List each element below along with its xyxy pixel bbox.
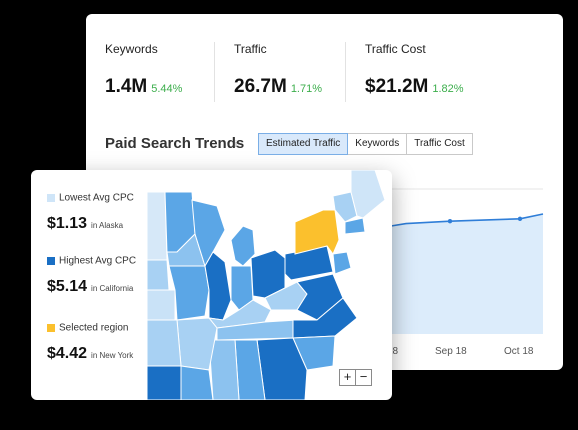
region-kansas[interactable]: [147, 289, 176, 321]
metric-traffic-cost: Traffic Cost $21.2M 1.82%: [365, 42, 464, 98]
cpc-map-card: Lowest Avg CPC $1.13 in Alaska Highest Av…: [31, 170, 392, 400]
metric-value: $21.2M: [365, 76, 429, 97]
region-louisiana[interactable]: [180, 365, 214, 400]
region-nebraska[interactable]: [147, 259, 170, 291]
divider: [214, 42, 215, 102]
trend-point[interactable]: [447, 219, 453, 224]
legend-price: $4.42: [47, 345, 88, 362]
metric-value: 26.7M: [234, 76, 287, 97]
zoom-in-button[interactable]: +: [339, 369, 356, 386]
trend-area: [391, 214, 543, 334]
region-new-york-selected[interactable]: [294, 209, 340, 255]
region-pennsylvania[interactable]: [284, 245, 334, 281]
legend-location: in New York: [91, 351, 134, 360]
swatch-lowest: [47, 193, 55, 202]
section-title: Paid Search Trends: [105, 135, 245, 152]
metric-label: Traffic: [234, 42, 267, 56]
metric-delta: 1.82%: [432, 83, 464, 95]
region-new-jersey[interactable]: [332, 251, 352, 275]
region-maine[interactable]: [350, 170, 386, 219]
legend-price: $1.13: [47, 215, 88, 232]
region-oklahoma[interactable]: [147, 319, 182, 367]
region-michigan[interactable]: [230, 225, 256, 267]
metric-keywords: Keywords 1.4M 5.44%: [105, 42, 182, 98]
region-dakotas[interactable]: [147, 191, 168, 261]
legend-lowest: Lowest Avg CPC $1.13 in Alaska: [47, 189, 134, 233]
trend-chart: 18 Sep 18 Oct 18: [86, 188, 544, 357]
metric-delta: 1.71%: [290, 83, 323, 95]
tab-traffic-cost[interactable]: Traffic Cost: [406, 133, 473, 155]
metric-label: Traffic Cost: [365, 42, 426, 56]
legend-selected: Selected region $4.42 in New York: [47, 319, 133, 363]
legend-title: Selected region: [59, 322, 129, 334]
swatch-selected: [47, 323, 55, 332]
region-texas[interactable]: [147, 365, 182, 400]
tab-estimated-traffic[interactable]: Estimated Traffic: [258, 133, 349, 155]
us-east-map[interactable]: [147, 170, 392, 400]
swatch-highest: [47, 256, 55, 265]
region-illinois[interactable]: [204, 251, 232, 321]
metric-delta: 5.44%: [151, 83, 183, 95]
legend-highest: Highest Avg CPC $5.14 in California: [47, 252, 136, 296]
metric-label: Keywords: [105, 42, 158, 56]
divider: [345, 42, 346, 102]
legend-title: Lowest Avg CPC: [59, 192, 134, 204]
metric-traffic: Traffic 26.7M 1.71%: [234, 42, 322, 98]
legend-title: Highest Avg CPC: [59, 255, 137, 267]
trend-point[interactable]: [517, 216, 523, 221]
trend-tabs: Estimated Traffic Keywords Traffic Cost: [258, 133, 473, 155]
x-tick-label: 18: [387, 346, 399, 357]
region-massachusetts[interactable]: [344, 217, 366, 235]
legend-location: in California: [91, 284, 134, 293]
x-tick-label: Oct 18: [504, 346, 534, 357]
zoom-out-button[interactable]: −: [355, 369, 372, 386]
zoom-controls: + −: [339, 369, 372, 386]
info-icon[interactable]: i: [235, 139, 237, 149]
legend-price: $5.14: [47, 278, 88, 295]
region-vermont-nh[interactable]: [332, 191, 358, 223]
x-tick-label: Sep 18: [435, 346, 467, 357]
region-mississippi[interactable]: [208, 339, 240, 400]
trend-points: [447, 216, 523, 224]
metric-value: 1.4M: [105, 76, 148, 97]
tab-keywords[interactable]: Keywords: [347, 133, 408, 155]
legend-location: in Alaska: [91, 221, 124, 230]
